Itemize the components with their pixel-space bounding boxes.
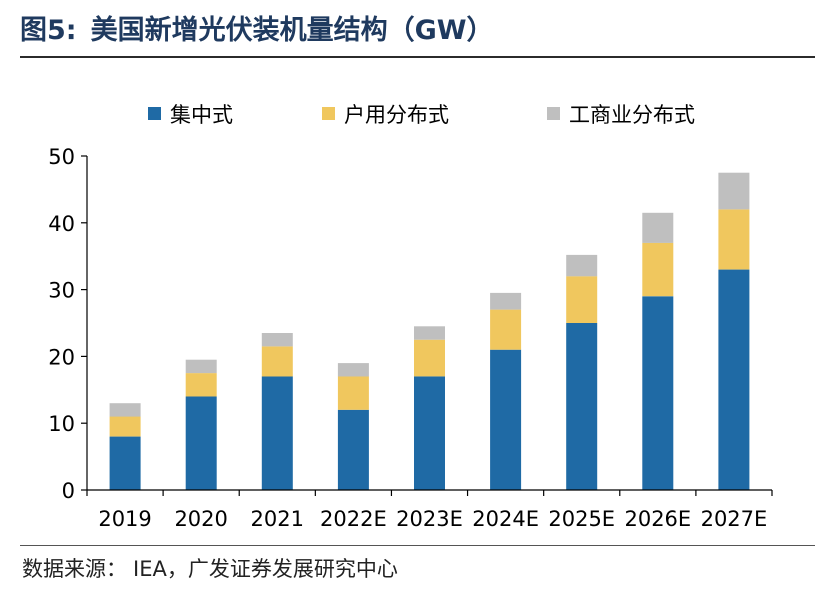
page-title: 图5: 美国新增光伏装机量结构（GW） [20, 8, 494, 54]
title-divider [20, 56, 815, 58]
bar-2023E-1 [414, 376, 445, 490]
x-tick-label-2025E: 2025E [548, 507, 615, 531]
bar-2020-3 [185, 359, 217, 374]
bar-2020-1 [185, 396, 217, 490]
y-tick-label-40: 40 [48, 212, 75, 236]
bar-2023E-2 [414, 339, 445, 377]
source-text: IEA，广发证券发展研究中心 [133, 557, 398, 581]
legend-label-2: 户用分布式 [344, 103, 449, 127]
bar-2025E-2 [566, 276, 598, 323]
source-note: 数据来源： IEA，广发证券发展研究中心 [22, 553, 398, 583]
legend-label-3: 工商业分布式 [569, 103, 695, 127]
x-tick-label-2022E: 2022E [320, 507, 387, 531]
y-tick-label-20: 20 [48, 345, 75, 369]
bar-2021-1 [261, 376, 293, 490]
source-label: 数据来源： [22, 557, 127, 581]
legend-swatch-2 [322, 107, 335, 120]
y-tick-label-30: 30 [48, 279, 75, 303]
bar-2023E-3 [414, 326, 445, 340]
chart: 集中式 户用分布式 工商业分布式 0 10 20 30 40 50 2019 2020 2021 202… [48, 103, 773, 531]
bar-2025E-3 [566, 254, 598, 277]
bar-2019-2 [109, 416, 141, 437]
x-tick-label-2023E: 2023E [396, 507, 463, 531]
legend-swatch-3 [547, 107, 560, 120]
bar-2024E-3 [490, 292, 522, 310]
x-tick-label-2021: 2021 [251, 507, 304, 531]
bar-2024E-2 [490, 309, 522, 350]
x-tick-label-2019: 2019 [98, 507, 151, 531]
bar-2022E-2 [337, 376, 369, 410]
bar-2020-2 [185, 373, 217, 397]
bar-2027E-2 [718, 209, 750, 270]
chart-title: 美国新增光伏装机量结构（GW） [90, 15, 494, 46]
bar-2024E-1 [490, 349, 522, 490]
legend-label-1: 集中式 [170, 103, 233, 127]
bar-2021-3 [261, 333, 293, 347]
x-tick-label-2020: 2020 [174, 507, 227, 531]
bar-2026E-1 [642, 296, 674, 490]
bar-2027E-1 [718, 269, 750, 490]
bar-2021-2 [261, 346, 293, 377]
bar-2022E-1 [337, 409, 369, 490]
bar-2019-1 [109, 436, 141, 490]
y-tick-label-0: 0 [62, 479, 75, 503]
x-tick-label-2024E: 2024E [472, 507, 539, 531]
bar-2019-3 [109, 403, 141, 417]
figure-label: 图5: [20, 15, 77, 46]
x-tick-label-2026E: 2026E [624, 507, 691, 531]
bar-2022E-3 [337, 363, 369, 377]
footer-divider [20, 545, 815, 546]
x-tick-label-2027E: 2027E [701, 507, 768, 531]
bar-2027E-3 [718, 172, 750, 210]
bar-2025E-1 [566, 323, 598, 490]
bar-2026E-3 [642, 212, 674, 243]
bar-2026E-2 [642, 242, 674, 297]
y-tick-label-50: 50 [48, 145, 75, 169]
legend-swatch-1 [148, 107, 161, 120]
y-tick-label-10: 10 [48, 412, 75, 436]
